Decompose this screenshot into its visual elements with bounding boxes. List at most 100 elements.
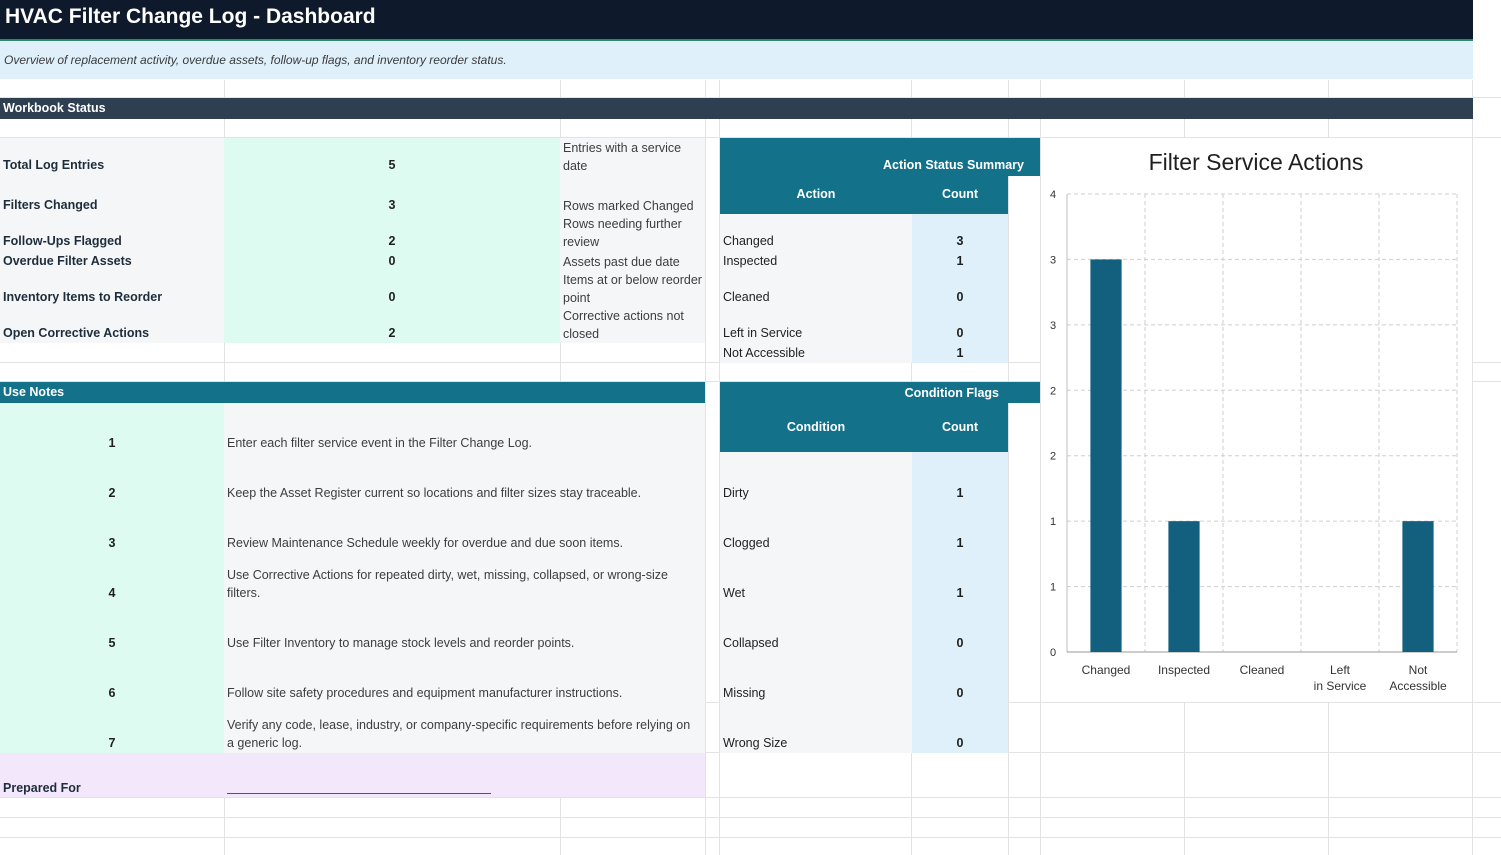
action-row-label: Cleaned <box>723 290 770 304</box>
condition-flags-title: Condition Flags <box>904 386 999 400</box>
chart-y-tick-label: 1 <box>1050 582 1056 594</box>
condition-flags-header-row <box>720 403 1008 452</box>
status-desc-filters-changed: Rows marked Changed <box>563 199 694 213</box>
action-summary-col-count: Count <box>941 187 979 201</box>
chart-y-tick-label: 2 <box>1050 451 1056 463</box>
action-row-label: Inspected <box>723 254 778 268</box>
action-row-count: 0 <box>956 326 964 340</box>
condition-flags-title-bar <box>720 382 1040 403</box>
status-label-open-corrective: Open Corrective Actions <box>3 326 150 340</box>
chart-y-ticks: 0 1 1 2 2 3 3 4 <box>1050 189 1056 659</box>
condition-row-count: 1 <box>956 486 964 500</box>
status-desc-column <box>560 138 705 343</box>
action-row-count: 0 <box>956 290 964 304</box>
status-value-total-log-entries: 5 <box>388 158 396 172</box>
chart-y-tick-label: 1 <box>1050 516 1056 528</box>
chart-bar <box>1402 521 1434 652</box>
chart-y-tick-label: 3 <box>1050 254 1056 266</box>
action-row-label: Not Accessible <box>723 346 805 360</box>
note-number: 1 <box>108 436 116 450</box>
note-text: Verify any code, lease, industry, or com… <box>227 718 691 750</box>
action-row-count: 1 <box>956 346 964 360</box>
chart-x-tick-label: Inspected <box>1158 663 1210 677</box>
filter-service-actions-chart: Filter Service Actions 0 1 1 2 2 3 3 4 Changed I… <box>1050 149 1458 693</box>
page-subtitle: Overview of replacement activity, overdu… <box>0 41 1473 79</box>
note-text: Use Corrective Actions for repeated dirt… <box>227 568 668 600</box>
chart-bar <box>1168 521 1200 652</box>
chart-x-tick-label: Left in Service <box>1314 663 1367 693</box>
status-desc-follow-ups: Rows needing further review <box>563 217 682 249</box>
prepared-for-row <box>0 753 705 797</box>
chart-x-tick-label: Not Accessible <box>1389 663 1447 693</box>
note-number: 2 <box>108 486 116 500</box>
use-notes-number-column <box>0 403 224 753</box>
use-notes-text-column <box>224 403 705 753</box>
status-desc-open-corrective: Corrective actions not closed <box>563 309 684 341</box>
workbook-status-header: Workbook Status <box>0 98 1473 119</box>
condition-row-label: Collapsed <box>723 636 779 650</box>
condition-row-count: 0 <box>956 636 964 650</box>
status-desc-inventory-reorder: Items at or below reorder point <box>563 273 702 305</box>
note-number: 3 <box>108 536 116 550</box>
note-number: 4 <box>108 586 116 600</box>
status-desc-total-log-entries: Entries with a service date <box>563 141 682 173</box>
chart-title: Filter Service Actions <box>1149 149 1364 175</box>
chart-y-tick-label: 0 <box>1050 647 1056 659</box>
status-value-column <box>224 138 560 343</box>
condition-row-label: Clogged <box>723 536 770 550</box>
chart-x-ticks: Changed Inspected Cleaned Left in Service Not… <box>1082 663 1447 693</box>
status-label-filters-changed: Filters Changed <box>3 198 98 212</box>
action-summary-title: Action Status Summary <box>882 158 1024 172</box>
page-title: HVAC Filter Change Log - Dashboard <box>0 0 1473 41</box>
chart-container: Filter Service Actions 0 1 1 2 2 3 3 4 Changed I… <box>1041 138 1472 702</box>
chart-bar <box>1090 259 1122 652</box>
action-row-count: 1 <box>956 254 964 268</box>
condition-row-label: Wet <box>723 586 745 600</box>
status-value-filters-changed: 3 <box>388 198 396 212</box>
status-label-overdue-assets: Overdue Filter Assets <box>3 254 132 268</box>
note-text: Keep the Asset Register current so locat… <box>227 486 642 500</box>
condition-row-count: 0 <box>956 736 964 750</box>
note-number: 6 <box>108 686 116 700</box>
note-number: 5 <box>108 636 116 650</box>
status-value-overdue-assets: 0 <box>388 254 396 268</box>
note-text: Use Filter Inventory to manage stock lev… <box>227 636 575 650</box>
condition-flags-col-condition: Condition <box>786 420 846 434</box>
note-number: 7 <box>108 736 116 750</box>
action-summary-col-action: Action <box>796 187 836 201</box>
status-value-follow-ups: 2 <box>388 234 396 248</box>
chart-y-tick-label: 4 <box>1050 189 1056 201</box>
chart-y-tick-label: 3 <box>1050 320 1056 332</box>
note-text: Follow site safety procedures and equipm… <box>227 686 623 700</box>
status-label-total-log-entries: Total Log Entries <box>3 158 105 172</box>
chart-bars <box>1090 259 1434 652</box>
note-text: Enter each filter service event in the F… <box>227 436 533 450</box>
prepared-for-label: Prepared For <box>3 781 81 795</box>
status-desc-overdue-assets: Assets past due date <box>563 255 680 269</box>
condition-count-column <box>912 452 1008 753</box>
condition-row-label: Dirty <box>723 486 749 500</box>
condition-name-column <box>720 452 912 753</box>
condition-row-count: 0 <box>956 686 964 700</box>
status-label-inventory-reorder: Inventory Items to Reorder <box>3 290 163 304</box>
chart-x-tick-label: Cleaned <box>1240 663 1285 677</box>
action-summary-header-row <box>720 176 1008 214</box>
status-value-inventory-reorder: 0 <box>388 290 396 304</box>
note-text: Review Maintenance Schedule weekly for o… <box>227 536 624 550</box>
condition-row-label: Missing <box>723 686 766 700</box>
condition-row-count: 1 <box>956 586 964 600</box>
chart-grid <box>1066 193 1458 653</box>
condition-row-label: Wrong Size <box>723 736 788 750</box>
action-row-count: 3 <box>956 234 964 248</box>
action-summary-count-column <box>912 214 1008 363</box>
condition-flags-col-count: Count <box>941 420 979 434</box>
action-row-label: Changed <box>723 234 774 248</box>
action-summary-name-column <box>720 214 912 363</box>
status-value-open-corrective: 2 <box>388 326 396 340</box>
use-notes-header: Use Notes <box>0 382 705 403</box>
status-label-follow-ups: Follow-Ups Flagged <box>3 234 122 248</box>
action-summary-title-bar <box>720 138 1040 176</box>
chart-x-tick-label: Changed <box>1082 663 1131 677</box>
prepared-for-signature-line[interactable] <box>227 793 491 794</box>
condition-row-count: 1 <box>956 536 964 550</box>
